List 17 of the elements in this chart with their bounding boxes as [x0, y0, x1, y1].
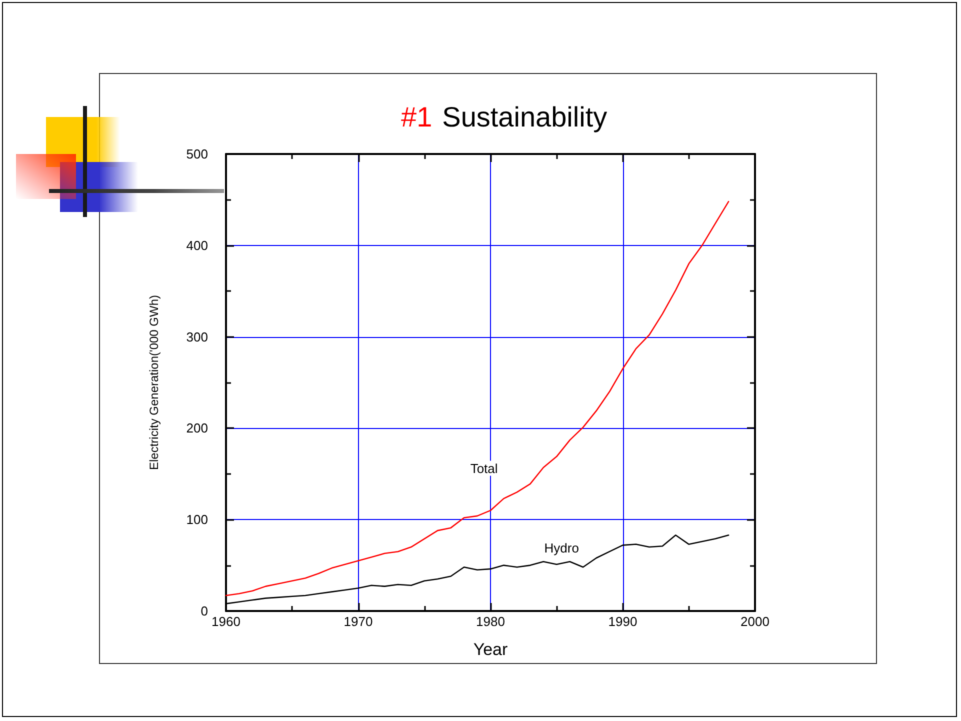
- series-label: Hydro: [544, 540, 579, 556]
- y-tick-label: 0: [200, 604, 208, 618]
- x-tick-label: 1980: [476, 614, 505, 629]
- chart-title: #1 Sustainability: [401, 102, 608, 132]
- line-series: [225, 200, 730, 596]
- y-tick-label: 400: [186, 238, 208, 253]
- y-tick-label: 500: [186, 146, 208, 162]
- series-label: Total: [470, 460, 498, 476]
- x-axis-title: Year: [473, 640, 508, 659]
- y-tick-label: 300: [186, 329, 208, 344]
- y-tick-label: 200: [186, 420, 208, 436]
- y-tick-label: 100: [186, 512, 208, 528]
- x-tick-label: 1960: [212, 614, 240, 629]
- y-axis-title: Electricity Generation('000 GWh): [147, 294, 161, 470]
- x-tick-label: 1970: [344, 614, 373, 629]
- x-tick-label: 2000: [740, 614, 770, 629]
- x-tick-label: 1990: [608, 614, 638, 629]
